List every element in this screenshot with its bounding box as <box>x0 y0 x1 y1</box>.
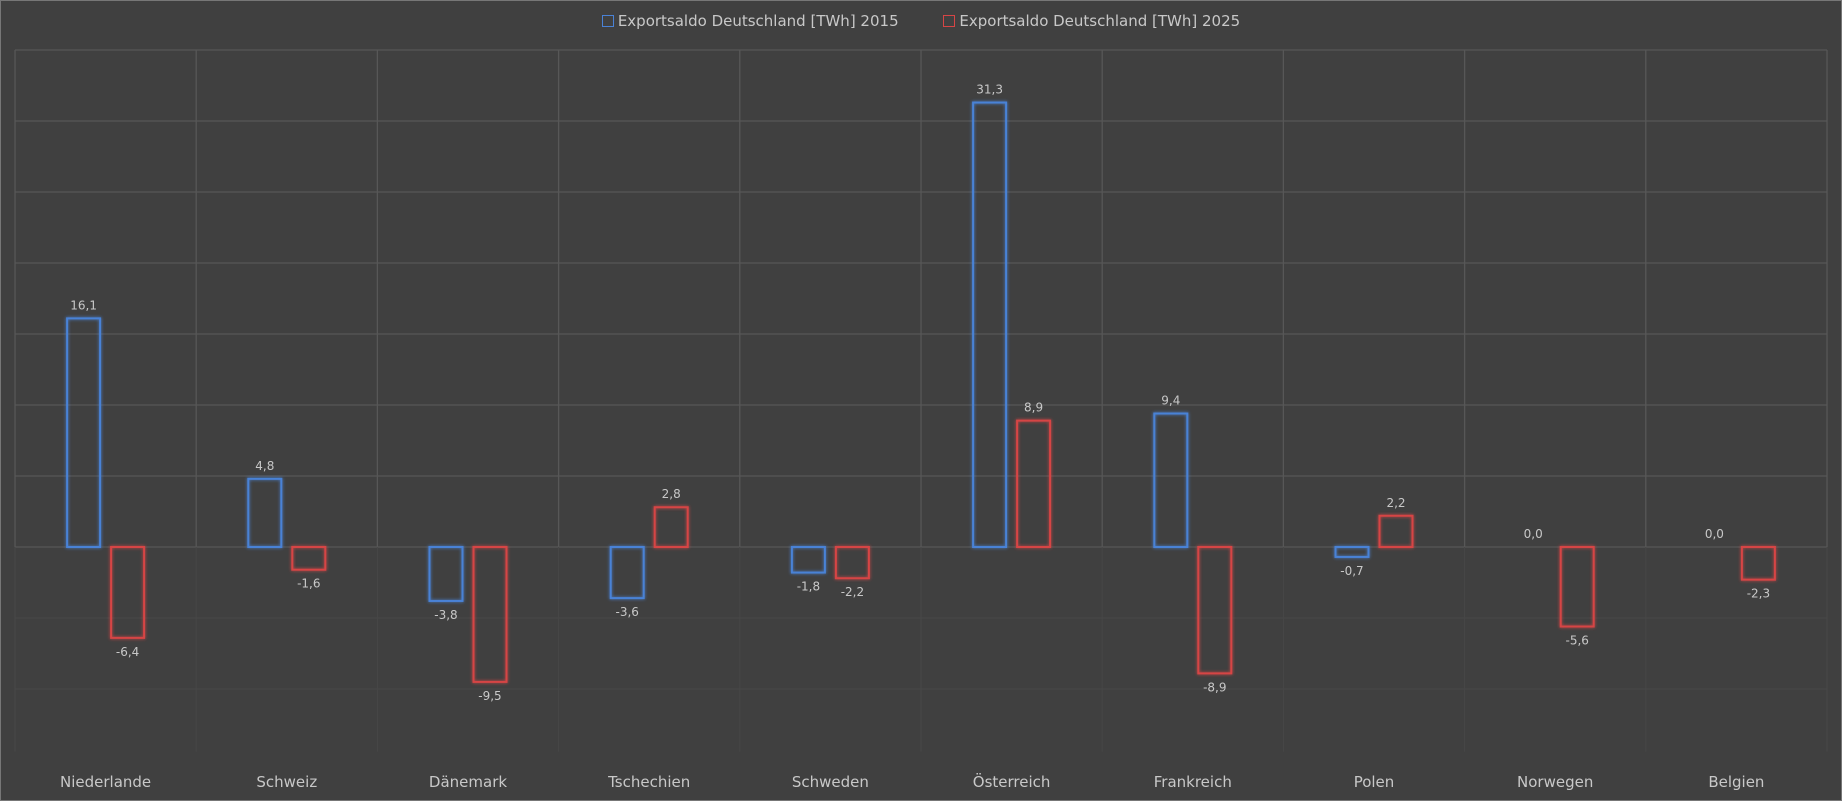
data-label-2025: 2,2 <box>1386 496 1405 510</box>
x-tick-label: Dänemark <box>429 773 507 791</box>
data-label-2015: -3,6 <box>615 605 638 619</box>
bar-2015 <box>972 101 1008 548</box>
bar-2015 <box>247 477 283 548</box>
bar-2025 <box>291 546 327 571</box>
bar-2025 <box>653 506 689 548</box>
bar-2015 <box>609 546 645 600</box>
bar-2025 <box>472 546 508 683</box>
data-label-2015: -3,8 <box>434 608 457 622</box>
x-tick-label: Schweden <box>792 773 869 791</box>
data-label-2015: 31,3 <box>976 83 1003 97</box>
data-label-2025: -2,2 <box>841 585 864 599</box>
data-label-2025: -5,6 <box>1565 634 1588 648</box>
bar-2025 <box>110 546 146 639</box>
bar-2025 <box>1740 546 1776 581</box>
x-tick-label: Tschechien <box>607 773 690 791</box>
data-label-2025: 2,8 <box>662 487 681 501</box>
bar-2025 <box>1559 546 1595 628</box>
data-label-2015: 9,4 <box>1161 394 1180 408</box>
x-tick-label: Polen <box>1354 773 1395 791</box>
bar-2025 <box>1016 419 1052 548</box>
data-label-2015: 4,8 <box>255 459 274 473</box>
data-label-2025: -1,6 <box>297 577 320 591</box>
x-tick-label: Belgien <box>1708 773 1764 791</box>
data-label-2025: -9,5 <box>478 689 501 703</box>
bar-2025 <box>834 546 870 580</box>
data-label-2025: 8,9 <box>1024 401 1043 415</box>
bar-2025 <box>1378 514 1414 549</box>
x-tick-label: Österreich <box>973 772 1051 791</box>
data-label-2015: 0,0 <box>1524 527 1543 541</box>
legend-item-2015[interactable]: Exportsaldo Deutschland [TWh] 2015 <box>601 12 899 30</box>
data-label-2025: -2,3 <box>1747 587 1770 601</box>
data-label-2015: -1,8 <box>797 580 820 594</box>
legend-label-2025: Exportsaldo Deutschland [TWh] 2025 <box>959 12 1241 30</box>
bar-2015 <box>1334 546 1370 558</box>
bar-2025 <box>1197 546 1233 675</box>
legend-label-2015: Exportsaldo Deutschland [TWh] 2015 <box>617 12 899 30</box>
data-label-2015: 0,0 <box>1705 527 1724 541</box>
data-label-2015: 16,1 <box>70 298 97 312</box>
bar-2015 <box>790 546 826 574</box>
data-label-2025: -6,4 <box>116 645 139 659</box>
legend-swatch-2015 <box>601 15 614 27</box>
bar-2015 <box>66 317 102 548</box>
bar-2015 <box>428 546 464 602</box>
legend-item-2025[interactable]: Exportsaldo Deutschland [TWh] 2025 <box>943 12 1240 30</box>
data-label-2015: -0,7 <box>1340 564 1363 578</box>
legend-swatch-2025 <box>943 15 956 27</box>
legend: Exportsaldo Deutschland [TWh] 2015 Expor… <box>0 12 1842 31</box>
x-tick-label: Norwegen <box>1517 773 1593 791</box>
x-tick-label: Frankreich <box>1154 773 1232 791</box>
x-tick-label: Niederlande <box>60 773 151 791</box>
x-tick-label: Schweiz <box>256 773 317 791</box>
bar-2015 <box>1153 412 1189 548</box>
data-label-2025: -8,9 <box>1203 680 1226 694</box>
